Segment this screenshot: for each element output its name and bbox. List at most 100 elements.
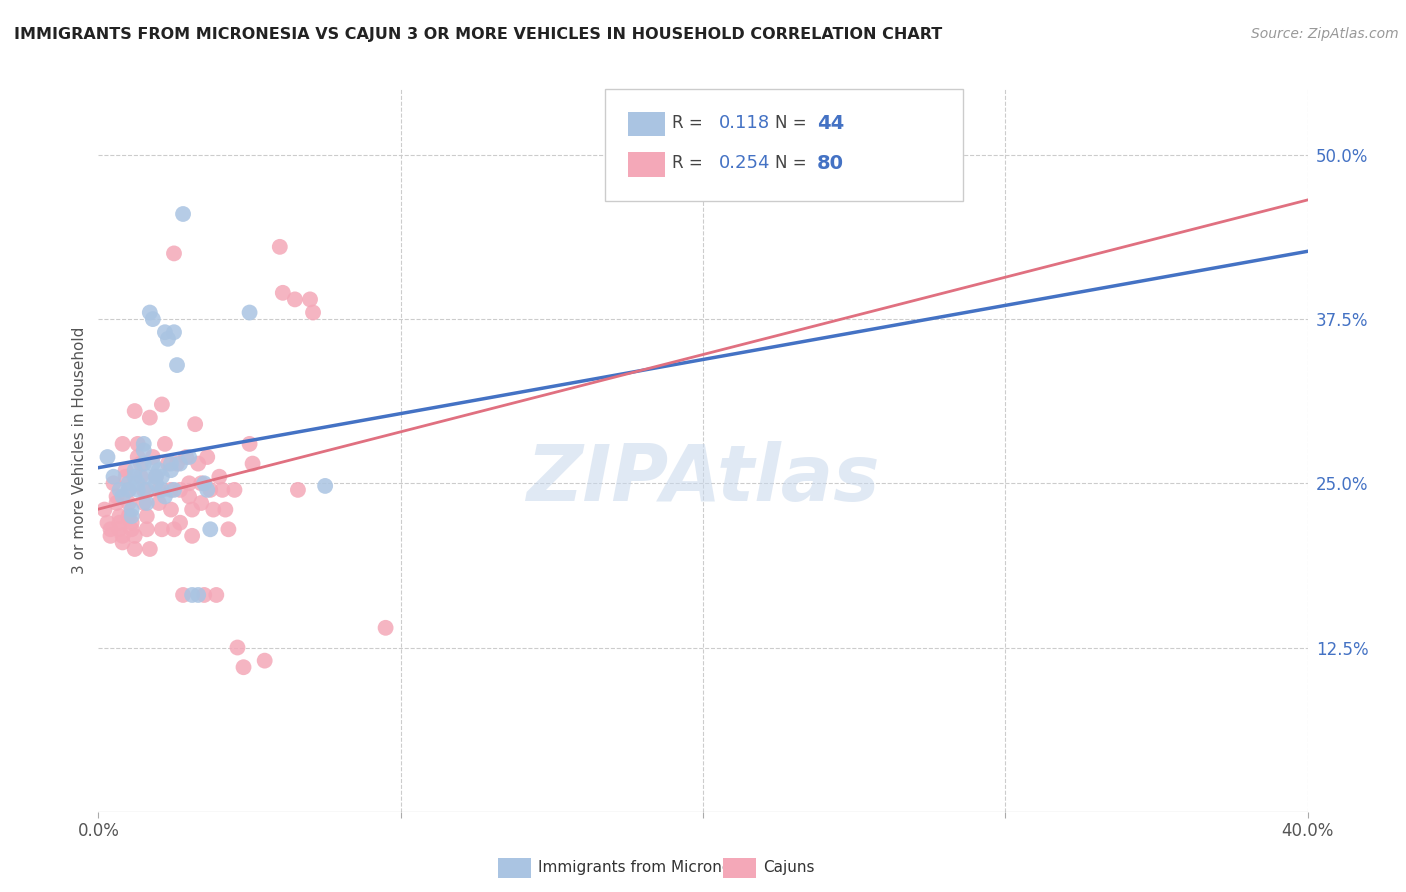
Point xyxy=(96,516,118,530)
Point xyxy=(148,463,170,477)
Point xyxy=(163,483,186,497)
Point xyxy=(179,476,201,491)
Point xyxy=(148,496,170,510)
Point xyxy=(96,450,118,464)
Point xyxy=(135,469,157,483)
Point xyxy=(135,509,157,524)
Point xyxy=(205,588,228,602)
Point xyxy=(142,457,165,471)
Point xyxy=(169,457,191,471)
Point xyxy=(93,502,115,516)
Text: 0.254: 0.254 xyxy=(718,154,770,172)
Point xyxy=(129,457,152,471)
Point xyxy=(108,522,131,536)
Point xyxy=(269,240,291,254)
Point xyxy=(111,490,134,504)
Point xyxy=(121,522,143,536)
Point xyxy=(121,509,143,524)
Text: 44: 44 xyxy=(817,113,844,133)
Point xyxy=(160,483,183,497)
Point xyxy=(153,490,176,504)
Point xyxy=(103,476,125,491)
Point xyxy=(169,516,191,530)
Point xyxy=(145,476,167,491)
Point xyxy=(103,469,125,483)
Y-axis label: 3 or more Vehicles in Household: 3 or more Vehicles in Household xyxy=(72,326,87,574)
Point xyxy=(118,476,141,491)
Point xyxy=(111,437,134,451)
Point xyxy=(150,469,173,483)
Point xyxy=(190,496,212,510)
Point xyxy=(150,397,173,411)
Point xyxy=(121,516,143,530)
Point xyxy=(202,502,225,516)
Point xyxy=(108,509,131,524)
Point xyxy=(139,410,162,425)
Point xyxy=(132,443,155,458)
Point xyxy=(160,463,183,477)
Point xyxy=(142,312,165,326)
Point xyxy=(139,305,162,319)
Point xyxy=(190,476,212,491)
Point xyxy=(142,450,165,464)
Point xyxy=(114,469,136,483)
Point xyxy=(127,476,149,491)
Point xyxy=(200,522,222,536)
Point xyxy=(374,621,396,635)
Text: N =: N = xyxy=(775,114,811,132)
Point xyxy=(132,483,155,497)
Text: R =: R = xyxy=(672,114,709,132)
Point xyxy=(239,437,262,451)
Point xyxy=(200,483,222,497)
Point xyxy=(217,522,239,536)
Point xyxy=(242,457,264,471)
Point xyxy=(166,457,188,471)
Point xyxy=(135,483,157,497)
Point xyxy=(160,502,183,516)
Point xyxy=(153,437,176,451)
Point xyxy=(145,469,167,483)
Point xyxy=(124,469,146,483)
Point xyxy=(132,437,155,451)
Point xyxy=(127,450,149,464)
Point xyxy=(232,660,254,674)
Point xyxy=(129,469,152,483)
Point xyxy=(124,541,146,556)
Point xyxy=(181,588,204,602)
Point xyxy=(139,541,162,556)
Point xyxy=(208,469,231,483)
Point xyxy=(124,529,146,543)
Point xyxy=(127,483,149,497)
Point xyxy=(124,463,146,477)
Point xyxy=(172,207,194,221)
Point xyxy=(195,483,218,497)
Point xyxy=(148,483,170,497)
Point xyxy=(193,476,215,491)
Point xyxy=(166,358,188,372)
Point xyxy=(124,404,146,418)
Point xyxy=(121,502,143,516)
Text: 80: 80 xyxy=(817,153,844,173)
Point xyxy=(179,450,201,464)
Point xyxy=(160,457,183,471)
Point xyxy=(271,285,294,300)
Point xyxy=(287,483,309,497)
Point xyxy=(181,529,204,543)
Point xyxy=(163,325,186,339)
Point xyxy=(111,529,134,543)
Point xyxy=(108,483,131,497)
Point xyxy=(239,305,262,319)
Point xyxy=(172,588,194,602)
Point xyxy=(187,457,209,471)
Point xyxy=(132,457,155,471)
Point xyxy=(187,588,209,602)
Point xyxy=(284,293,307,307)
Point xyxy=(127,437,149,451)
Point xyxy=(100,529,122,543)
Point xyxy=(135,496,157,510)
Point xyxy=(226,640,249,655)
Point xyxy=(108,516,131,530)
Point xyxy=(253,654,276,668)
Point xyxy=(150,522,173,536)
Point xyxy=(145,469,167,483)
